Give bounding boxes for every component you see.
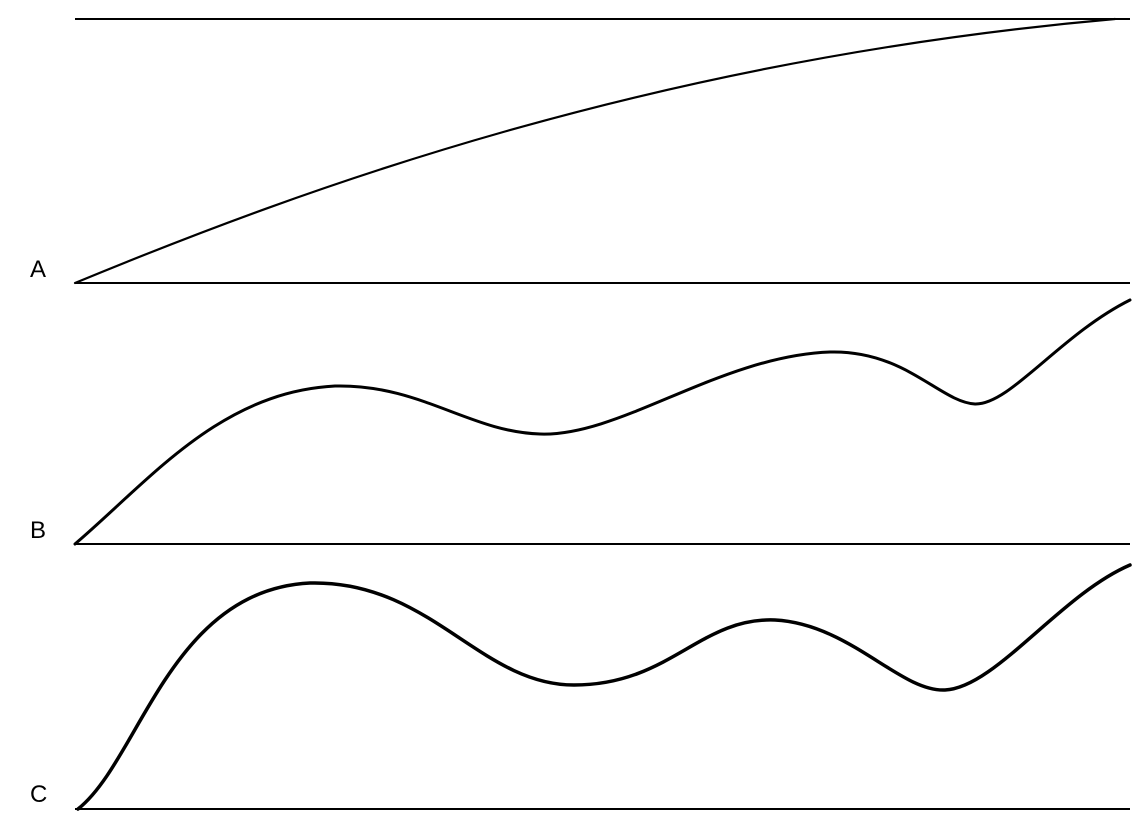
figure-svg <box>0 0 1143 822</box>
panel-b-curve <box>75 300 1130 544</box>
panel-c-curve <box>78 565 1130 809</box>
panel-label-a: A <box>30 256 46 284</box>
panel-a-curve <box>75 19 1115 283</box>
figure-canvas: A B C <box>0 0 1143 822</box>
panel-label-b: B <box>30 517 46 545</box>
panel-label-c: C <box>30 781 47 809</box>
